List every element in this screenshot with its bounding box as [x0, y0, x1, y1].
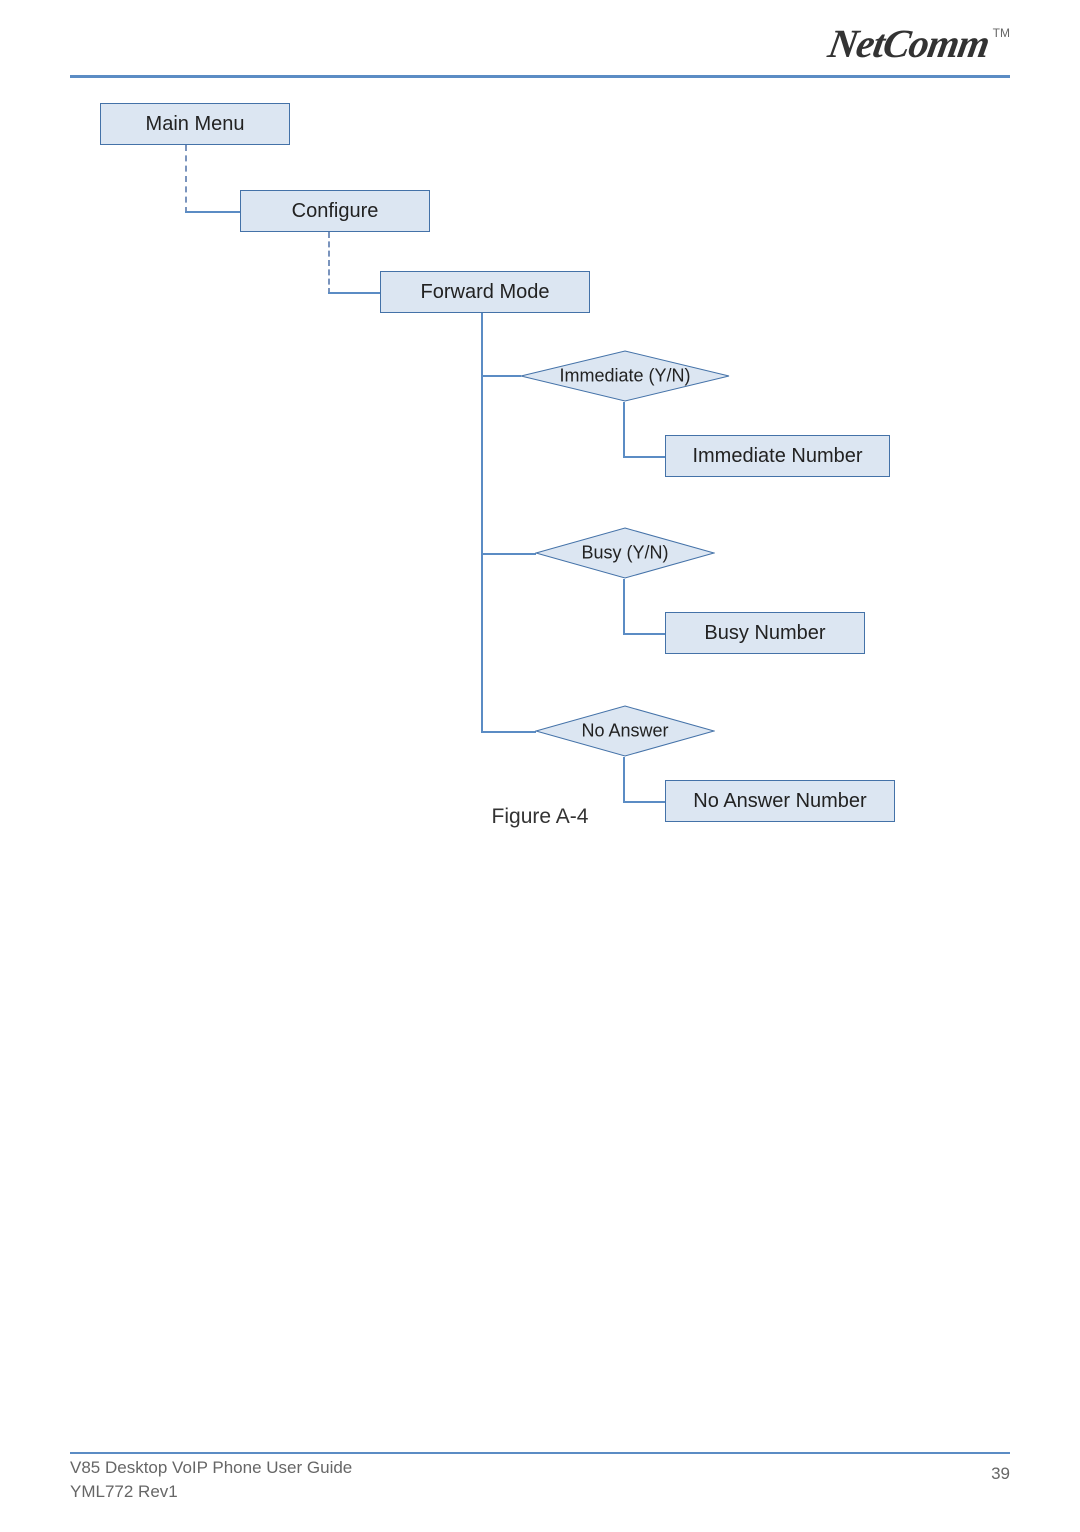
node-label: No Answer [581, 721, 668, 742]
node-label: Immediate (Y/N) [559, 366, 690, 387]
page-header: NetComm TM [829, 20, 1010, 67]
footer-revision: YML772 Rev1 [70, 1480, 352, 1504]
footer-divider [70, 1452, 1010, 1454]
node-noanswer-decision: No Answer [535, 705, 715, 757]
node-label: Busy Number [704, 622, 825, 645]
node-label: Forward Mode [421, 281, 550, 304]
node-label: Main Menu [146, 113, 245, 136]
connector [328, 292, 380, 294]
brand-logo: NetComm [825, 20, 993, 67]
node-forward-mode: Forward Mode [380, 271, 590, 313]
connector [623, 633, 665, 635]
node-busy-number: Busy Number [665, 612, 865, 654]
connector [481, 731, 536, 733]
connector [623, 456, 665, 458]
connector [185, 211, 240, 213]
header-divider [70, 75, 1010, 78]
connector [481, 553, 536, 555]
node-label: Busy (Y/N) [581, 543, 668, 564]
node-label: Configure [292, 200, 379, 223]
node-busy-decision: Busy (Y/N) [535, 527, 715, 579]
trademark-symbol: TM [993, 26, 1010, 40]
node-main-menu: Main Menu [100, 103, 290, 145]
footer-page-number: 39 [991, 1464, 1010, 1484]
node-configure: Configure [240, 190, 430, 232]
connector-dashed [185, 145, 187, 213]
figure-caption: Figure A-4 [0, 805, 1080, 829]
node-label: Immediate Number [692, 445, 862, 468]
connector [623, 757, 625, 803]
node-immediate-decision: Immediate (Y/N) [520, 350, 730, 402]
node-immediate-number: Immediate Number [665, 435, 890, 477]
connector [623, 402, 625, 458]
connector [481, 375, 521, 377]
footer-title: V85 Desktop VoIP Phone User Guide [70, 1456, 352, 1480]
connector-dashed [328, 232, 330, 294]
connector [623, 801, 665, 803]
connector [623, 579, 625, 635]
footer-left: V85 Desktop VoIP Phone User Guide YML772… [70, 1456, 352, 1504]
flowchart-diagram: Main Menu Configure Forward Mode Immedia… [70, 95, 1010, 795]
